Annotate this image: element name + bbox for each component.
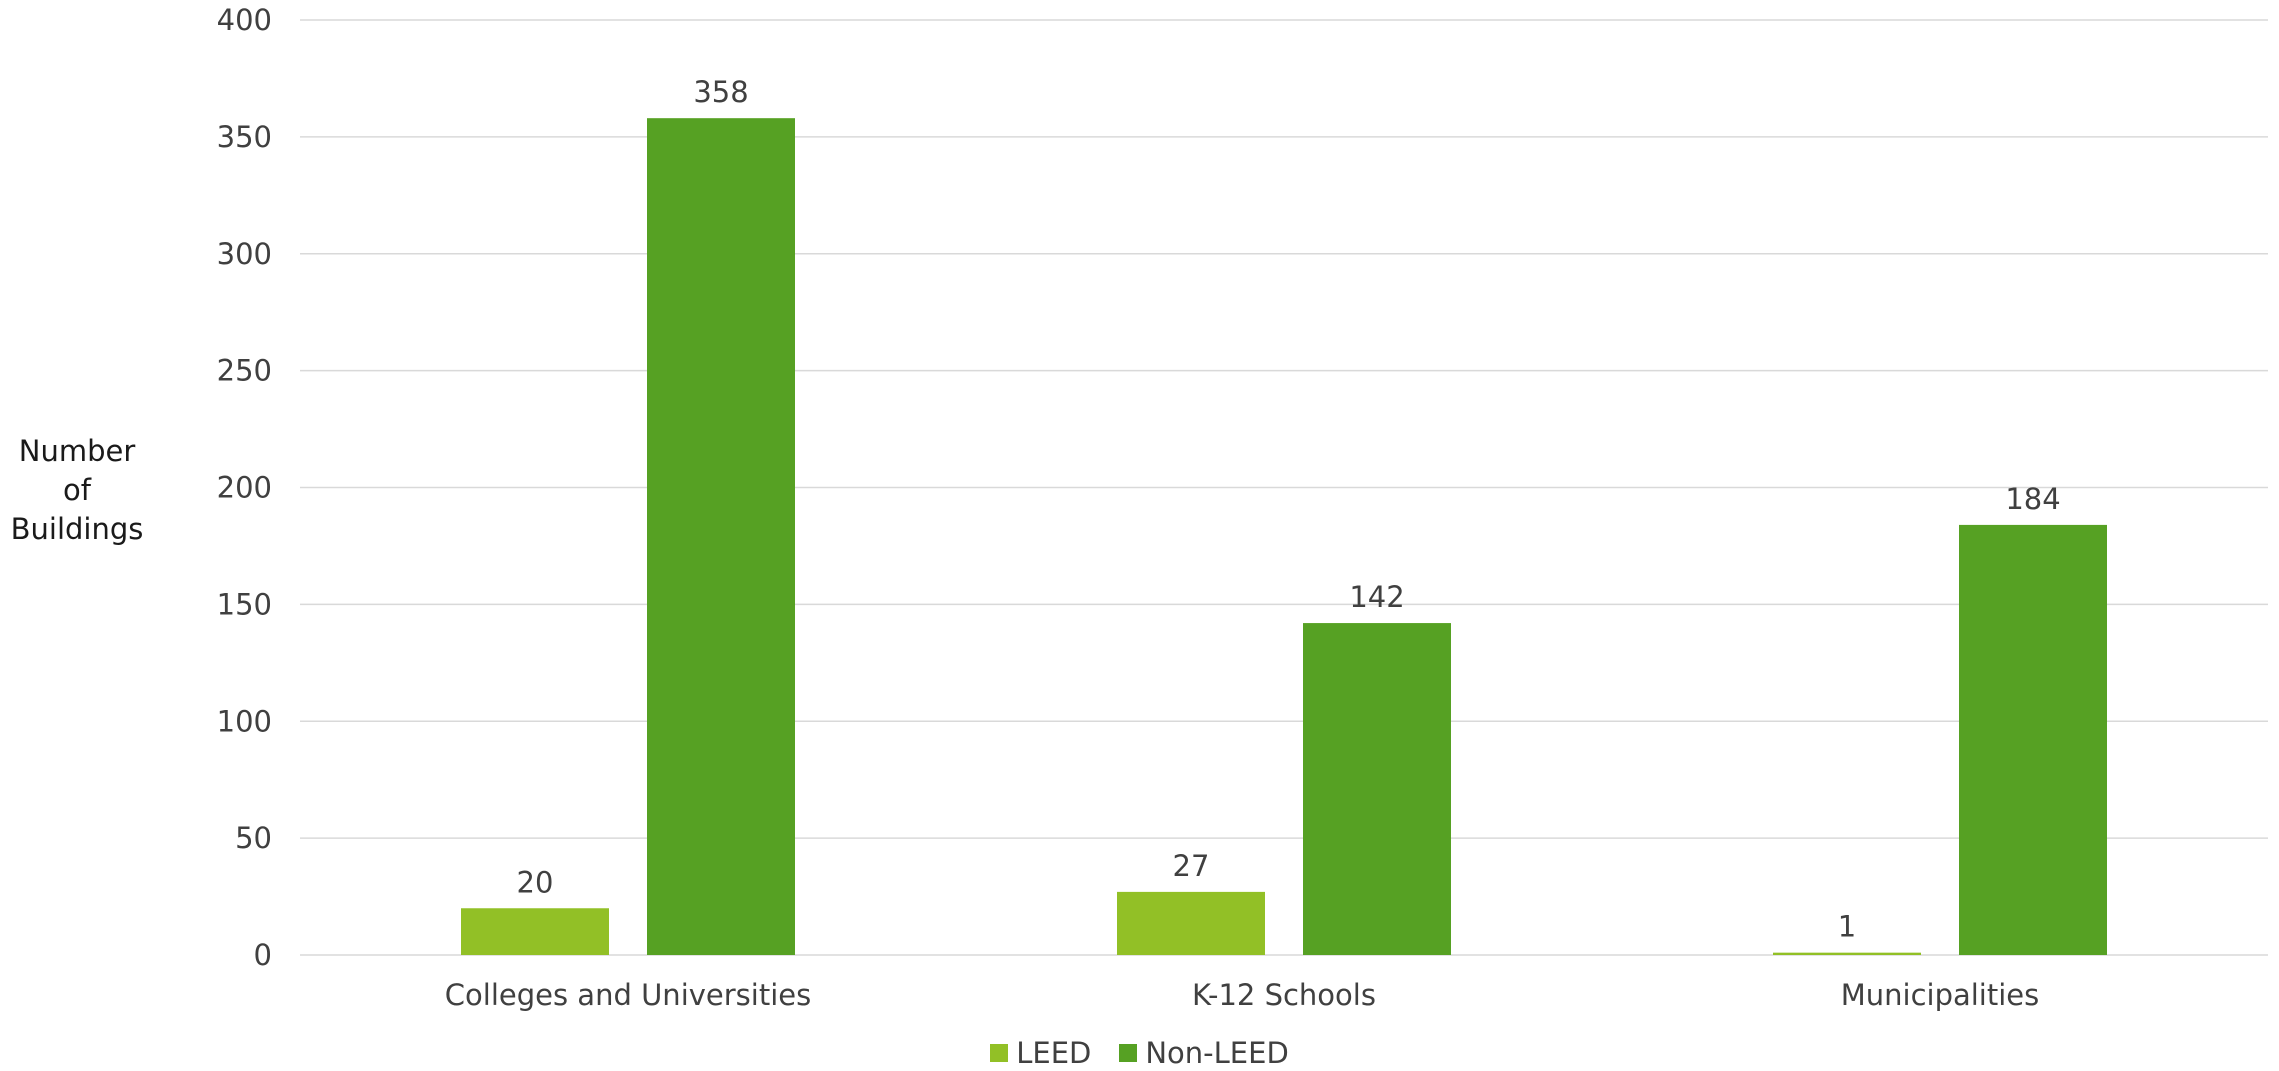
y-tick-label: 400 — [217, 3, 272, 37]
bar-leed — [461, 908, 609, 955]
y-tick-label: 200 — [217, 471, 272, 505]
y-tick-label: 350 — [217, 120, 272, 154]
legend-label-non-leed: Non-LEED — [1145, 1036, 1289, 1070]
data-label: 27 — [1173, 849, 1210, 883]
data-label: 1 — [1838, 910, 1856, 944]
data-label: 142 — [1349, 580, 1404, 614]
bar-leed — [1117, 891, 1265, 955]
bar-non-leed — [1303, 623, 1451, 955]
y-tick-label: 100 — [217, 704, 272, 738]
data-label: 20 — [517, 865, 554, 899]
y-tick-label: 250 — [217, 354, 272, 388]
y-tick-label: 0 — [254, 938, 272, 972]
legend-label-leed: LEED — [1016, 1036, 1092, 1070]
bar-leed — [1773, 952, 1921, 955]
y-tick-label: 150 — [217, 587, 272, 621]
bar-non-leed — [647, 118, 795, 956]
y-axis-label: Number of Buildings — [0, 432, 154, 549]
legend-swatch-non-leed — [1119, 1044, 1138, 1062]
y-axis-label-line-3: Buildings — [10, 512, 144, 546]
y-tick-label: 300 — [217, 237, 272, 271]
data-label: 184 — [2005, 482, 2060, 516]
data-label: 358 — [693, 75, 748, 109]
x-tick-label: Municipalities — [1841, 978, 2040, 1012]
y-axis-label-line-2: of — [63, 473, 91, 507]
x-tick-label: Colleges and Universities — [445, 978, 811, 1012]
bar-non-leed — [1959, 524, 2107, 955]
legend-item-leed: LEED — [990, 1036, 1091, 1070]
x-tick-label: K-12 Schools — [1192, 978, 1376, 1012]
y-axis-label-line-1: Number — [18, 434, 136, 468]
y-tick-label: 50 — [235, 821, 272, 855]
legend: LEED Non-LEED — [0, 1036, 2279, 1070]
legend-swatch-leed — [990, 1044, 1009, 1062]
legend-item-non-leed: Non-LEED — [1119, 1036, 1289, 1070]
